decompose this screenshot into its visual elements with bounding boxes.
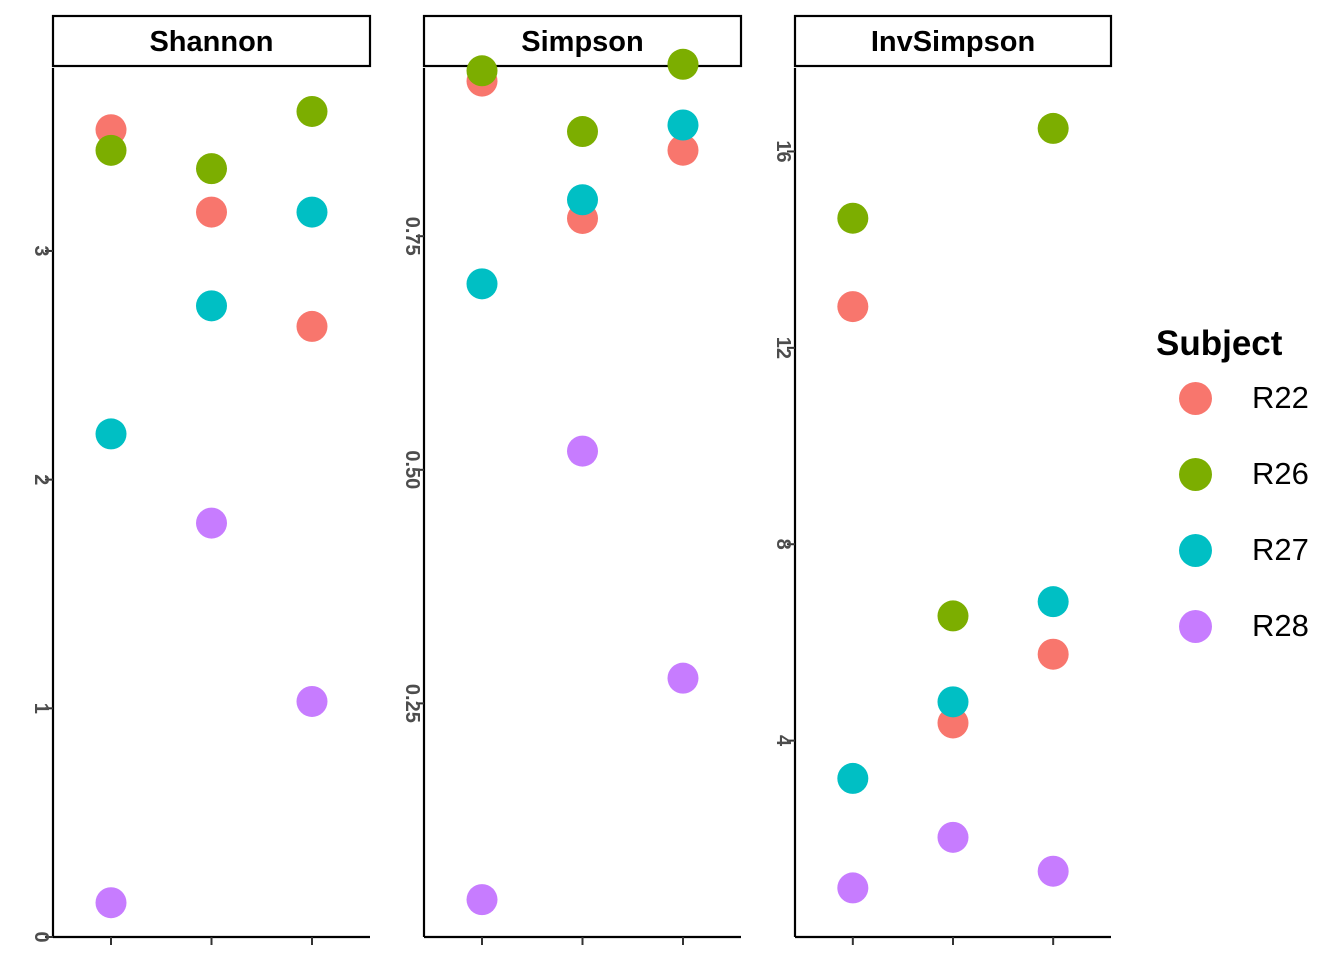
facet-title-invsimpson: InvSimpson <box>871 26 1035 58</box>
point-invsimpson-r27 <box>1037 586 1069 618</box>
point-invsimpson-r22 <box>837 291 869 323</box>
legend-label-r27: R27 <box>1252 532 1309 567</box>
legend-item-r27: R27 <box>1156 518 1336 594</box>
facet-strip-shannon <box>51 14 372 68</box>
point-simpson-r26 <box>567 116 598 148</box>
legend-label-r22: R22 <box>1252 380 1309 415</box>
legend-label-r28: R28 <box>1252 608 1309 643</box>
point-shannon-r22 <box>296 310 328 342</box>
point-simpson-r27 <box>567 184 598 216</box>
y-tick-label-shannon: 0 <box>30 931 52 942</box>
legend-key-r27 <box>1179 534 1212 567</box>
y-tick-label-simpson: 0.75 <box>401 217 423 256</box>
point-invsimpson-r28 <box>1037 855 1069 887</box>
y-tick-label-invsimpson: 12 <box>772 337 794 359</box>
point-simpson-r28 <box>667 662 699 694</box>
legend-item-r22: R22 <box>1156 366 1336 442</box>
point-shannon-r26 <box>196 153 227 185</box>
legend-label-r26: R26 <box>1252 456 1309 491</box>
point-shannon-r26 <box>296 95 328 127</box>
y-tick-label-shannon: 3 <box>30 245 52 256</box>
y-tick-label-simpson: 0.25 <box>401 684 423 723</box>
point-simpson-r26 <box>466 55 498 87</box>
point-shannon-r28 <box>296 685 328 717</box>
point-invsimpson-r26 <box>1037 112 1069 144</box>
point-simpson-r28 <box>466 884 498 916</box>
point-invsimpson-r27 <box>837 762 869 794</box>
point-invsimpson-r22 <box>1037 638 1069 670</box>
point-shannon-r28 <box>95 887 127 919</box>
y-tick-label-invsimpson: 16 <box>772 140 794 162</box>
y-tick-label-invsimpson: 4 <box>772 735 794 747</box>
point-simpson-r27 <box>466 268 498 300</box>
legend-key-r28 <box>1179 610 1212 643</box>
point-invsimpson-r28 <box>937 821 969 853</box>
legend-key-r22 <box>1179 382 1212 415</box>
point-simpson-r27 <box>667 109 699 141</box>
point-shannon-r27 <box>296 196 328 228</box>
point-shannon-r26 <box>95 134 127 166</box>
legend-title: Subject <box>1156 324 1283 363</box>
legend-item-r28: R28 <box>1156 594 1336 670</box>
y-tick-label-invsimpson: 8 <box>772 539 794 550</box>
point-shannon-r27 <box>95 418 127 450</box>
legend-item-r26: R26 <box>1156 442 1336 518</box>
point-shannon-r28 <box>196 507 227 539</box>
y-tick-label-shannon: 2 <box>30 474 52 485</box>
facet-title-simpson: Simpson <box>521 26 643 58</box>
point-simpson-r28 <box>567 435 598 467</box>
point-invsimpson-r27 <box>937 686 969 718</box>
point-invsimpson-r28 <box>837 872 869 904</box>
legend: Subject R22 R26 R27 R28 <box>1156 322 1336 670</box>
point-invsimpson-r26 <box>937 600 969 632</box>
point-simpson-r26 <box>667 48 699 80</box>
y-tick-label-simpson: 0.50 <box>401 450 423 489</box>
point-simpson-r22 <box>667 134 699 166</box>
point-shannon-r27 <box>196 290 227 322</box>
point-invsimpson-r26 <box>837 202 869 234</box>
point-shannon-r22 <box>196 196 227 228</box>
facet-strip-invsimpson <box>793 14 1113 68</box>
y-tick-label-shannon: 1 <box>30 703 52 714</box>
legend-key-r26 <box>1179 458 1212 491</box>
facet-title-shannon: Shannon <box>149 26 273 58</box>
